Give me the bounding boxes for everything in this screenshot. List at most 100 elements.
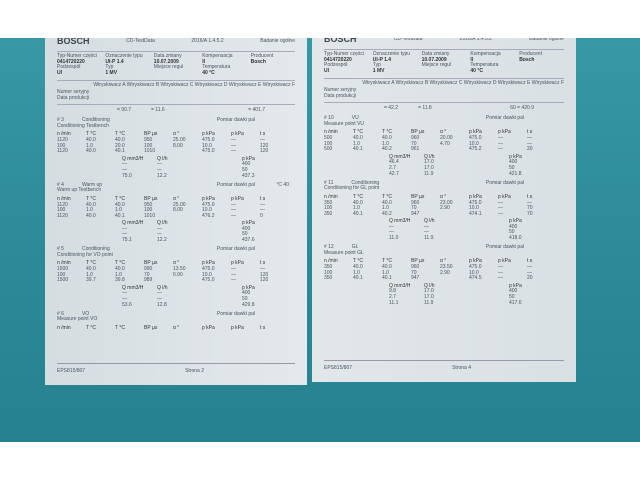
param-value: 421.8 xyxy=(509,170,522,177)
param-value: 475.0 xyxy=(469,134,482,141)
param-value: 474.5 xyxy=(469,275,482,282)
summary-value: = 90.7 xyxy=(117,107,132,114)
param-value: 40.1 xyxy=(115,148,125,155)
parameter-column: n /min 1500 100 1500 xyxy=(57,261,86,283)
param-unit: /min xyxy=(61,131,71,138)
flow-column: Q mm3/H — —11.0 xyxy=(389,218,423,242)
test-name: Badanie ogólne xyxy=(260,38,295,45)
param-value: 1.0 xyxy=(86,142,93,149)
param-value: 120 xyxy=(260,277,269,284)
param-unit: °C xyxy=(119,195,125,202)
field-label: Typ-Numer części xyxy=(324,51,365,57)
flow-column: Q l/h 17.0 17.0 11.9 xyxy=(424,282,458,306)
field-label: Temperatura xyxy=(470,62,499,69)
parameter-column: T °C 40.0 1.0 40.2 xyxy=(382,193,411,217)
param-value: 1.0 xyxy=(353,269,360,276)
param-value: 400 xyxy=(509,288,518,295)
param-unit: °C xyxy=(357,258,363,265)
injector-list: Wtryskiwacz A Wtryskiwacz B Wtryskiwacz … xyxy=(93,82,295,89)
production-date-label: Data produkcji xyxy=(57,94,89,101)
flow-column: Q mm3/H 46.4 2.7 42.7 xyxy=(389,154,423,177)
param-symbol: Q xyxy=(122,284,126,291)
param-symbol: T xyxy=(115,260,118,267)
param-value: 475.0 xyxy=(202,148,215,155)
param-symbol: T xyxy=(382,258,385,265)
param-value: 53.6 xyxy=(122,301,132,308)
param-value: 475.0 xyxy=(202,277,215,284)
step-description: Conditioning for VO point xyxy=(57,251,113,258)
param-value: 400 xyxy=(242,290,251,297)
page-footer: EPS815/807 Strona 2 xyxy=(57,363,295,375)
param-value: 70 xyxy=(411,205,417,212)
param-symbol: p xyxy=(469,258,472,265)
param-unit: °C xyxy=(119,260,125,267)
field-value: 10.07.2009 xyxy=(153,58,179,65)
param-unit: /min xyxy=(328,258,338,265)
param-value: 40.0 xyxy=(86,266,96,273)
field-label: Miejsce regul xyxy=(153,64,184,71)
param-unit: kPa xyxy=(473,193,482,200)
param-value: 1010 xyxy=(144,212,156,219)
param-value: 11.9 xyxy=(424,299,434,306)
param-value: 2.7 xyxy=(389,164,396,171)
param-value: 475.0 xyxy=(202,136,215,143)
param-unit: l/h xyxy=(162,155,168,162)
parameter-column: p kPa xyxy=(231,325,260,332)
param-unit: /min xyxy=(328,129,338,136)
param-symbol: Q xyxy=(389,218,393,225)
field-value: Bosch xyxy=(250,58,266,65)
parameter-column: p kPa 475.0 10.0 474.5 xyxy=(469,259,498,281)
param-value: — xyxy=(498,210,503,217)
param-value: 40.0 xyxy=(115,266,125,273)
param-unit: °C xyxy=(119,131,125,138)
flow-column: Q l/h — —11.9 xyxy=(424,218,458,241)
param-value: 70 xyxy=(527,210,533,217)
param-value: 6.90 xyxy=(173,271,183,278)
param-symbol: Q xyxy=(424,282,428,289)
param-value: 10.0 xyxy=(202,207,212,214)
param-value: 75.1 xyxy=(122,237,132,244)
step-name: Conditioning xyxy=(81,117,110,124)
param-value: 17.0 xyxy=(424,159,434,166)
param-value: 40.1 xyxy=(353,275,363,282)
version: 2016/A 1.4.5.2 xyxy=(191,38,224,45)
param-unit: °C xyxy=(357,193,363,200)
param-value: — xyxy=(389,229,394,236)
param-symbol: Q xyxy=(424,153,428,160)
param-symbol: BP xyxy=(144,260,151,267)
param-unit: kPa xyxy=(513,282,522,289)
parameter-column: n /min 1120 100 1120 xyxy=(57,132,86,154)
parameter-column: n /min xyxy=(57,325,86,332)
field-value: UI xyxy=(57,69,62,76)
param-unit: °C xyxy=(119,325,125,332)
param-value: — xyxy=(424,229,429,236)
param-unit: °C xyxy=(90,260,96,267)
param-value: 20.00 xyxy=(440,134,453,141)
param-symbol: BP xyxy=(411,258,418,265)
param-value: — xyxy=(122,166,127,173)
parameter-column: α ° 23.50 2.90 xyxy=(440,259,469,281)
step-name: VO xyxy=(81,310,90,317)
parameter-column: BP µs 950 100 1010 xyxy=(144,196,173,219)
app-name: CD-TestData xyxy=(393,36,423,43)
param-value: 11.0 xyxy=(389,235,399,242)
parameter-column: T °C 40.0 1.0 40.1 xyxy=(353,259,382,281)
param-value: 40.0 xyxy=(353,134,363,141)
param-value: 40.0 xyxy=(86,201,96,208)
param-unit: kPa xyxy=(246,284,255,291)
parameter-column: T °C 40.0 1.0 40.2 xyxy=(382,130,411,152)
param-value: 1.0 xyxy=(353,140,360,147)
param-unit: °C xyxy=(386,193,392,200)
param-symbol: T xyxy=(382,129,385,136)
test-name: Badanie ogólne xyxy=(529,36,564,43)
param-value: 40.2 xyxy=(382,146,392,153)
param-value: 39.8 xyxy=(115,277,125,284)
param-value: 418.0 xyxy=(509,235,522,242)
param-value: 42.7 xyxy=(389,170,399,177)
param-symbol: BP xyxy=(411,193,418,200)
param-symbol: p xyxy=(509,218,512,225)
param-value: 500 xyxy=(324,146,333,153)
param-value: 12.8 xyxy=(157,301,167,308)
param-value: 10.0 xyxy=(469,205,479,212)
param-symbol: n xyxy=(324,129,327,136)
